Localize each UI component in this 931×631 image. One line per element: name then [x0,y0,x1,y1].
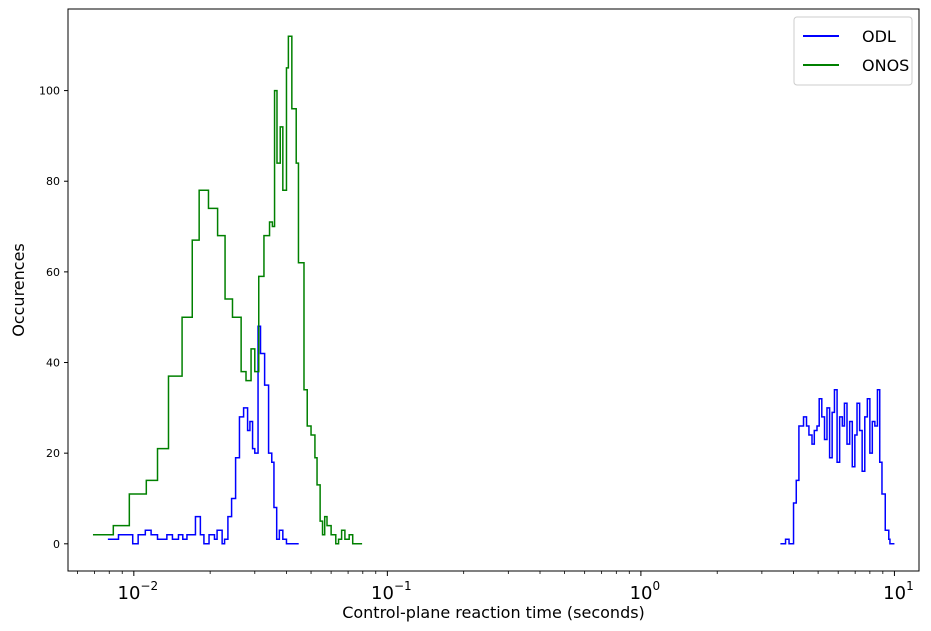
series-line-odl-1 [780,388,895,545]
x-tick-label: 101 [883,579,914,604]
y-axis-ticks: 0 20 40 60 80 100 [39,85,68,551]
x-tick-label: 10−1 [371,579,412,604]
legend-label-odl: ODL [862,27,896,46]
legend-box [793,16,913,86]
y-tick-label: 80 [46,175,60,188]
x-tick-label: 10−2 [118,579,159,604]
y-tick-label: 20 [46,447,60,460]
x-tick-label: 100 [630,579,661,604]
legend: ODL ONOS [793,16,913,86]
y-tick-label: 100 [39,85,60,98]
y-tick-label: 60 [46,266,60,279]
series-line-onos-0 [92,35,363,545]
series-line-odl-0 [107,325,299,545]
y-tick-label: 40 [46,357,60,370]
y-axis-label: Occurences [9,243,28,337]
x-axis-label: Control-plane reaction time (seconds) [342,603,645,622]
y-tick-label: 0 [53,538,60,551]
plot-frame [67,8,920,572]
legend-label-onos: ONOS [862,56,909,75]
series-layer [92,35,895,545]
x-axis-ticks: 10−2 10−1 100 101 [77,571,914,604]
